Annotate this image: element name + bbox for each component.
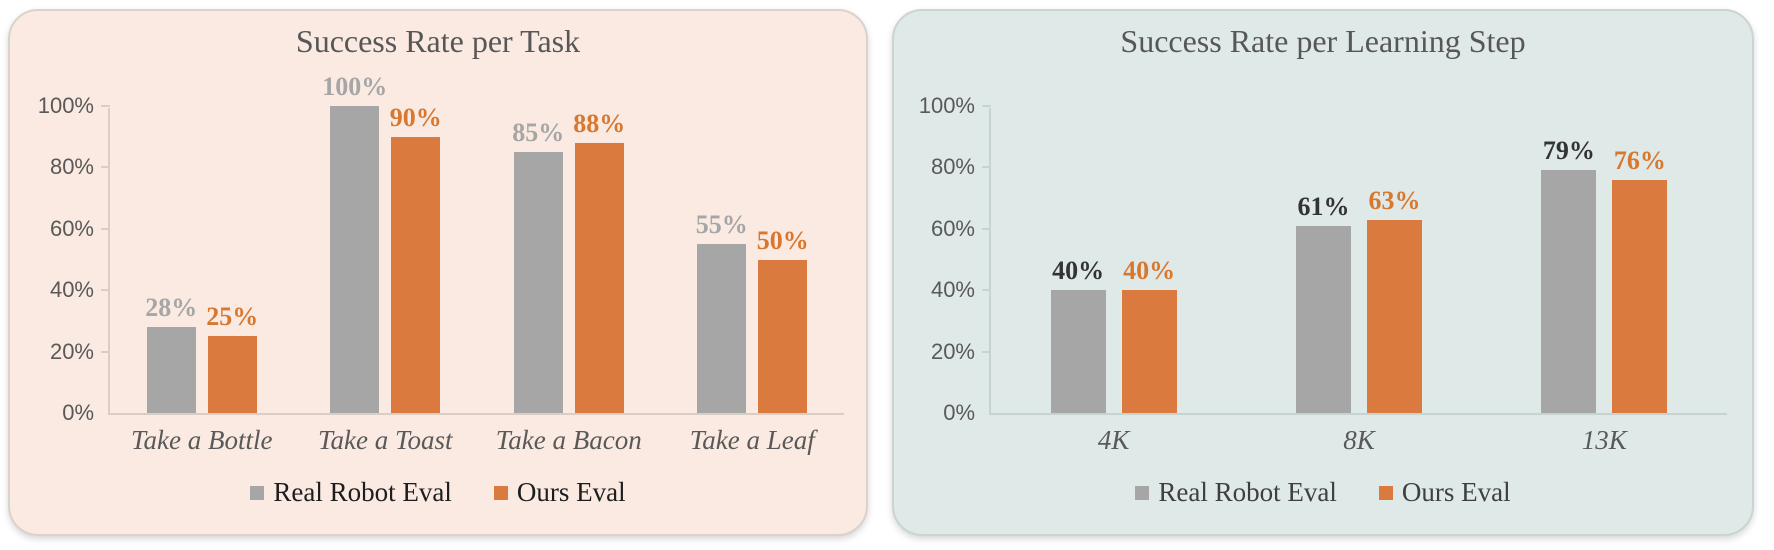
chart-card-success-rate-per-learning-step: Success Rate per Learning Step 0% 20% 40% 6…	[892, 9, 1754, 536]
bar: 88%	[573, 110, 625, 413]
bar-group: 40% 40% 4K	[1050, 258, 1177, 454]
y-axis-tick-label: 100%	[918, 93, 975, 118]
bar: 76%	[1612, 147, 1668, 413]
y-axis-tick-label: 20%	[49, 338, 94, 364]
y-axis-tick-label: 60%	[930, 215, 975, 241]
bar-value-label: 25%	[206, 302, 259, 332]
bar-group: 61% 63% 8K	[1295, 187, 1422, 454]
bar-value-label: 76%	[1613, 145, 1666, 175]
category-label: Take a Toast	[317, 425, 453, 455]
legend-label: Ours Eval	[1401, 477, 1511, 507]
legend-item-ours-eval: Ours Eval	[1378, 477, 1511, 507]
bar-value-label: 61%	[1297, 191, 1350, 221]
y-axis-tick-mark	[982, 289, 991, 292]
y-axis-tick-mark	[101, 289, 110, 292]
category-label: 13K	[1581, 425, 1627, 455]
category-label: Take a Bacon	[495, 425, 642, 455]
legend-label: Real Robot Eval	[1158, 477, 1337, 507]
bar-value-label: 85%	[512, 118, 565, 148]
bar: 90%	[390, 104, 442, 413]
y-axis-tick-mark	[982, 166, 991, 169]
bar-value-label: 40%	[1052, 256, 1105, 286]
bar: 28%	[145, 295, 197, 413]
category-label: Take a Bottle	[131, 425, 273, 455]
legend-swatch-gray	[250, 485, 265, 500]
category-label: Take a Leaf	[689, 425, 815, 455]
legend-item-ours-eval: Ours Eval	[493, 477, 626, 507]
y-axis-tick-mark	[101, 227, 110, 230]
bar-group: 79% 76% 13K	[1541, 138, 1668, 454]
bar-group: 55% 50% Take a Leaf	[690, 212, 815, 454]
y-axis-tick-label: 0%	[62, 400, 94, 425]
bar: 79%	[1541, 138, 1597, 413]
legend-item-real-robot-eval: Real Robot Eval	[1135, 477, 1337, 507]
chart-title: Success Rate per Learning Step	[1120, 23, 1526, 59]
legend-item-real-robot-eval: Real Robot Eval	[250, 477, 452, 507]
legend-label: Ours Eval	[516, 477, 626, 507]
bar-value-label: 100%	[322, 72, 388, 101]
bar-value-label: 88%	[573, 108, 626, 138]
y-axis-tick-label: 80%	[930, 154, 975, 180]
legend-swatch-orange	[1378, 485, 1393, 500]
bar: 100%	[322, 74, 387, 413]
bar-value-label: 90%	[389, 102, 442, 132]
bar-group: 100% 90% Take a Toast	[318, 74, 453, 454]
chart-title: Success Rate per Task	[295, 23, 581, 59]
y-axis-tick-mark	[101, 105, 110, 107]
bar: 50%	[757, 227, 809, 413]
y-axis-tick-mark	[982, 350, 991, 353]
bar: 63%	[1366, 187, 1422, 413]
bar-chart-plot-area: 0% 20% 40% 60% 80% 100% 28% 25% Take a Bottle 100…	[38, 74, 844, 454]
category-label: 4K	[1097, 425, 1130, 455]
bar-value-label: 55%	[695, 210, 748, 240]
y-axis-tick-mark	[982, 227, 991, 230]
y-axis-tick-label: 80%	[49, 154, 94, 180]
y-axis-tick-mark	[101, 166, 110, 169]
legend-swatch-orange	[493, 485, 508, 500]
y-axis-tick-label: 40%	[930, 277, 975, 303]
bar: 25%	[206, 304, 258, 413]
bar: 55%	[696, 212, 748, 413]
bar: 40%	[1121, 258, 1177, 413]
bar-value-label: 79%	[1542, 136, 1595, 166]
category-label: 8K	[1343, 425, 1375, 455]
chart-card-success-rate-per-task: Success Rate per Task 0% 20% 40% 60% 80% 100%…	[8, 9, 868, 536]
legend-swatch-gray	[1135, 485, 1150, 500]
bar-group: 28% 25% Take a Bottle	[131, 295, 273, 454]
bar: 61%	[1295, 193, 1351, 413]
y-axis-tick-label: 40%	[49, 277, 94, 303]
bar-value-label: 63%	[1368, 185, 1421, 215]
y-axis-tick-label: 20%	[930, 338, 975, 364]
y-axis-tick-label: 60%	[49, 215, 94, 241]
y-axis-tick-label: 100%	[37, 93, 94, 118]
bar-value-label: 50%	[756, 225, 809, 255]
legend: Real Robot Eval Ours Eval	[10, 479, 866, 506]
y-axis-tick-mark	[101, 350, 110, 353]
y-axis-tick-label: 0%	[943, 400, 975, 425]
bar: 40%	[1050, 258, 1106, 413]
y-axis-tick-mark	[982, 105, 991, 107]
legend-label: Real Robot Eval	[273, 477, 452, 507]
bar-value-label: 40%	[1123, 256, 1176, 286]
legend: Real Robot Eval Ours Eval	[894, 479, 1752, 506]
bar-chart-plot-area: 0% 20% 40% 60% 80% 100% 40% 40% 4K 61% 63% 8K 79% 76%…	[919, 95, 1727, 454]
bar-group: 85% 88% Take a Bacon	[496, 110, 642, 453]
bar: 85%	[512, 120, 564, 413]
bar-value-label: 28%	[145, 293, 198, 323]
charts-row: Success Rate per Task 0% 20% 40% 60% 80% 100%…	[8, 9, 1754, 536]
